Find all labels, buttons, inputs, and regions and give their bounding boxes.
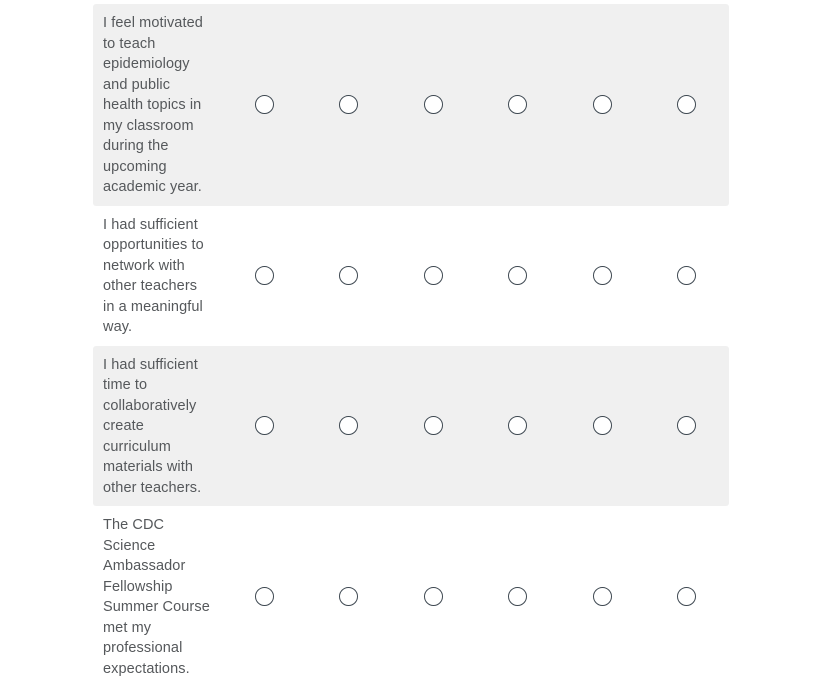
option-cell	[391, 346, 476, 507]
option-cell	[560, 346, 645, 507]
option-cell	[307, 346, 392, 507]
radio-row3-option3[interactable]	[423, 416, 443, 436]
radio-row4-option3[interactable]	[423, 587, 443, 606]
radio-row4-option6[interactable]	[677, 587, 697, 606]
option-cell	[476, 506, 561, 687]
radio-row2-option4[interactable]	[508, 266, 528, 285]
matrix-row: I had sufficient time to collaboratively…	[93, 345, 730, 507]
matrix-row: I feel motivated to teach epidemiology a…	[93, 4, 729, 206]
radio-row1-option4[interactable]	[508, 95, 528, 115]
likert-matrix: I feel motivated to teach epidemiology a…	[93, 4, 729, 687]
radio-row3-option6[interactable]	[677, 416, 697, 436]
option-cell	[645, 206, 730, 346]
option-cell	[391, 206, 476, 346]
option-cell	[307, 4, 392, 206]
option-cell	[476, 206, 561, 346]
radio-row1-option3[interactable]	[423, 95, 443, 115]
radio-row2-option6[interactable]	[677, 266, 697, 285]
radio-row3-option4[interactable]	[508, 416, 528, 436]
radio-row3-option1[interactable]	[254, 416, 274, 436]
option-cell	[645, 506, 730, 687]
radio-row4-option1[interactable]	[254, 587, 274, 606]
radio-row1-option1[interactable]	[254, 95, 274, 115]
option-cell	[222, 346, 307, 507]
option-cell	[560, 506, 645, 687]
option-cell	[307, 206, 392, 346]
statement-label: I feel motivated to teach epidemiology a…	[103, 15, 203, 195]
statement-label: The CDC Science Ambassador Fellowship Su…	[103, 517, 210, 677]
statement-label: I had sufficient opportunities to networ…	[103, 216, 204, 336]
radio-row4-option5[interactable]	[592, 587, 612, 606]
option-cell	[476, 346, 561, 507]
radio-row4-option2[interactable]	[339, 587, 359, 606]
matrix-row: I had sufficient opportunities to networ…	[93, 206, 729, 346]
option-cell	[560, 206, 645, 346]
radio-row1-option5[interactable]	[592, 95, 612, 115]
option-cell	[222, 506, 307, 687]
option-cell	[391, 4, 476, 206]
statement-label: I had sufficient time to collaboratively…	[103, 356, 202, 496]
matrix-row: The CDC Science Ambassador Fellowship Su…	[93, 506, 729, 687]
radio-row4-option4[interactable]	[508, 587, 528, 606]
radio-row1-option2[interactable]	[339, 95, 359, 115]
option-cell	[307, 506, 392, 687]
option-cell	[645, 346, 730, 507]
option-cell	[560, 4, 645, 206]
option-cell	[222, 4, 307, 206]
radio-row2-option5[interactable]	[592, 266, 612, 285]
radio-row2-option2[interactable]	[339, 266, 359, 285]
option-cell	[476, 4, 561, 206]
option-cell	[391, 506, 476, 687]
option-cell	[645, 4, 730, 206]
radio-row2-option1[interactable]	[254, 266, 274, 285]
radio-row1-option6[interactable]	[677, 95, 697, 115]
radio-row3-option2[interactable]	[339, 416, 359, 436]
option-cell	[222, 206, 307, 346]
radio-row3-option5[interactable]	[592, 416, 612, 436]
radio-row2-option3[interactable]	[423, 266, 443, 285]
